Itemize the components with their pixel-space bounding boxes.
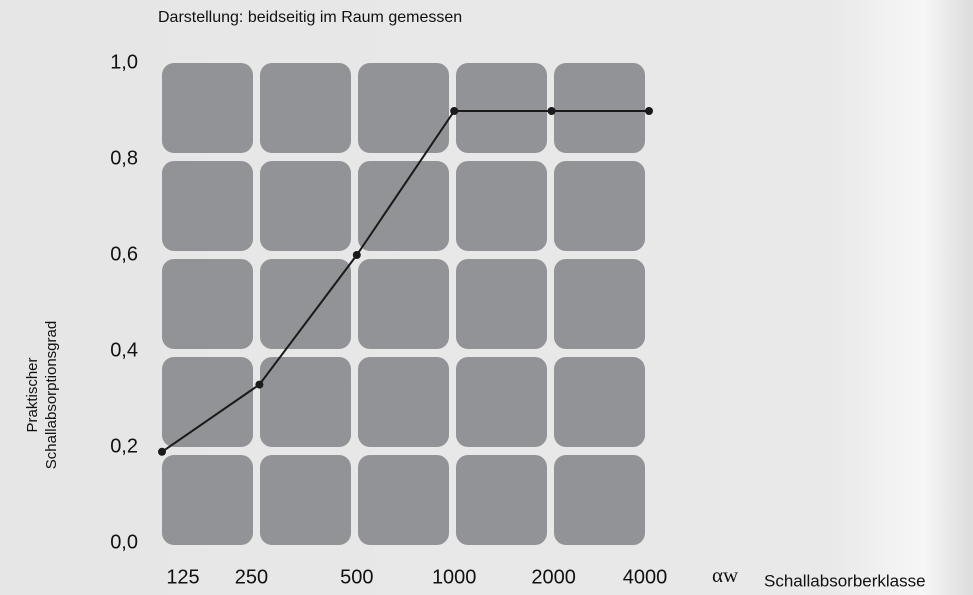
tile [358, 63, 449, 153]
y-tick-label: 1,0 [110, 51, 138, 73]
tile-grid [162, 63, 645, 545]
point [158, 447, 166, 456]
y-tick-label: 0,2 [110, 435, 138, 457]
x-axis-symbol: αw [712, 563, 739, 587]
tile [456, 63, 547, 153]
tile [358, 357, 449, 447]
tile [162, 357, 253, 447]
tile [162, 455, 253, 545]
point [547, 107, 556, 115]
point [645, 107, 653, 115]
y-tick-label: 0,8 [110, 147, 138, 169]
y-tick-label: 0,6 [110, 243, 138, 265]
x-tick-label: 1000 [432, 566, 477, 588]
tile [162, 161, 253, 251]
tile [162, 259, 253, 349]
tile [358, 259, 449, 349]
x-tick-label: 2000 [531, 566, 576, 588]
tile [456, 161, 547, 251]
point [255, 380, 264, 389]
tile [456, 455, 547, 545]
line [161, 110, 649, 453]
x-tick-label: 250 [235, 566, 268, 588]
tile [554, 455, 645, 545]
x-tick-label: 500 [340, 566, 373, 588]
tile [162, 63, 253, 153]
tile [260, 357, 351, 447]
tile [554, 259, 645, 349]
tile [456, 259, 547, 349]
tile [260, 455, 351, 545]
tile [358, 161, 449, 251]
tile [260, 259, 351, 349]
point [450, 107, 459, 115]
y-axis-label: Praktischer [24, 357, 41, 432]
y-axis-label: Schallabsorptionsgrad [43, 321, 60, 469]
tile [260, 63, 351, 153]
tile [554, 357, 645, 447]
tile [456, 357, 547, 447]
x-axis-label: Schallabsorberklasse [764, 571, 926, 590]
tile [358, 455, 449, 545]
tile [554, 161, 645, 251]
tile [260, 161, 351, 251]
x-tick-label: 125 [166, 566, 199, 588]
y-tick-label: 0,4 [110, 339, 138, 361]
tile [554, 63, 645, 153]
x-tick-label: 4000 [623, 566, 668, 588]
y-tick-label: 0,0 [110, 531, 138, 553]
point [352, 251, 361, 259]
chart-subtitle: Darstellung: beidseitig im Raum gemessen [158, 9, 462, 26]
